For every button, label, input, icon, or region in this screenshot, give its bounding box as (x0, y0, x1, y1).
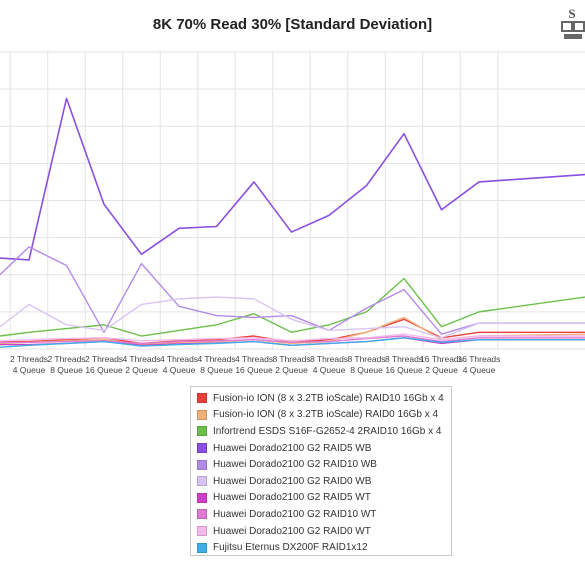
legend-swatch (197, 509, 207, 520)
legend-label: Fujitsu Eternus DX200F RAID1x12 (213, 542, 368, 554)
legend-label: Huawei Dorado2100 G2 RAID10 WT (213, 508, 377, 520)
legend-swatch (197, 459, 207, 470)
legend-label: Huawei Dorado2100 G2 RAID10 WB (213, 459, 377, 471)
x-tick-label: 4 Threads 2 Queue (122, 354, 160, 375)
legend-item: Infortrend ESDS S16F-G2652-4 2RAID10 16G… (197, 423, 445, 440)
x-tick-label: 4 Threads 16 Queue (235, 354, 273, 375)
series-line (0, 246, 585, 335)
legend-label: Huawei Dorado2100 G2 RAID5 WB (213, 442, 372, 454)
series-line (0, 296, 585, 339)
x-tick-label: 8 Threads 2 Queue (272, 354, 310, 375)
series-line (0, 337, 585, 348)
legend-item: Fujitsu Eternus DX200F RAID1x12 (197, 539, 445, 556)
brand-logo: S (561, 6, 585, 39)
grid (0, 51, 585, 350)
legend-item: Fusion-io ION (8 x 3.2TB ioScale) RAID0 … (197, 407, 445, 424)
x-tick-label: 2 Threads 4 Queue (10, 354, 48, 375)
legend-swatch (197, 476, 207, 487)
x-tick-label: 8 Threads 4 Queue (310, 354, 348, 375)
legend-swatch (197, 409, 207, 420)
legend-label: Huawei Dorado2100 G2 RAID5 WT (213, 492, 371, 504)
legend-item: Huawei Dorado2100 G2 RAID5 WT (197, 490, 445, 507)
legend-label: Fusion-io ION (8 x 3.2TB ioScale) RAID0 … (213, 409, 439, 421)
svg-text:S: S (568, 6, 575, 21)
x-tick-label: 8 Threads 8 Queue (347, 354, 385, 375)
x-tick-label: 8 Threads 16 Queue (385, 354, 423, 375)
chart-title: 8K 70% Read 30% [Standard Deviation] (152, 16, 433, 33)
legend-item: Huawei Dorado2100 G2 RAID5 WB (197, 440, 445, 457)
legend-swatch (197, 443, 207, 454)
chart-legend: Fusion-io ION (8 x 3.2TB ioScale) RAID10… (190, 386, 452, 556)
legend-label: Fusion-io ION (8 x 3.2TB ioScale) RAID10… (213, 392, 444, 404)
legend-swatch (197, 492, 207, 503)
x-tick-label: 2 Threads 8 Queue (47, 354, 85, 375)
x-tick-label: 16 Threads 2 Queue (420, 354, 463, 375)
legend-item: Huawei Dorado2100 G2 RAID10 WT (197, 506, 445, 523)
legend-item: Huawei Dorado2100 G2 RAID0 WT (197, 523, 445, 540)
legend-swatch (197, 542, 207, 553)
legend-swatch (197, 426, 207, 437)
legend-swatch (197, 393, 207, 404)
x-tick-label: 4 Threads 4 Queue (160, 354, 198, 375)
series-line (0, 97, 585, 261)
series-line (0, 333, 585, 342)
x-tick-label: 16 Threads 4 Queue (458, 354, 501, 375)
x-tick-label: 4 Threads 8 Queue (197, 354, 235, 375)
legend-item: Huawei Dorado2100 G2 RAID0 WB (197, 473, 445, 490)
legend-label: Huawei Dorado2100 G2 RAID0 WB (213, 475, 372, 487)
legend-label: Huawei Dorado2100 G2 RAID0 WT (213, 525, 371, 537)
legend-label: Infortrend ESDS S16F-G2652-4 2RAID10 16G… (213, 425, 442, 437)
legend-item: Fusion-io ION (8 x 3.2TB ioScale) RAID10… (197, 390, 445, 407)
legend-swatch (197, 526, 207, 537)
legend-item: Huawei Dorado2100 G2 RAID10 WB (197, 456, 445, 473)
series-line (0, 335, 585, 345)
x-tick-label: 2 Threads 16 Queue (85, 354, 123, 375)
